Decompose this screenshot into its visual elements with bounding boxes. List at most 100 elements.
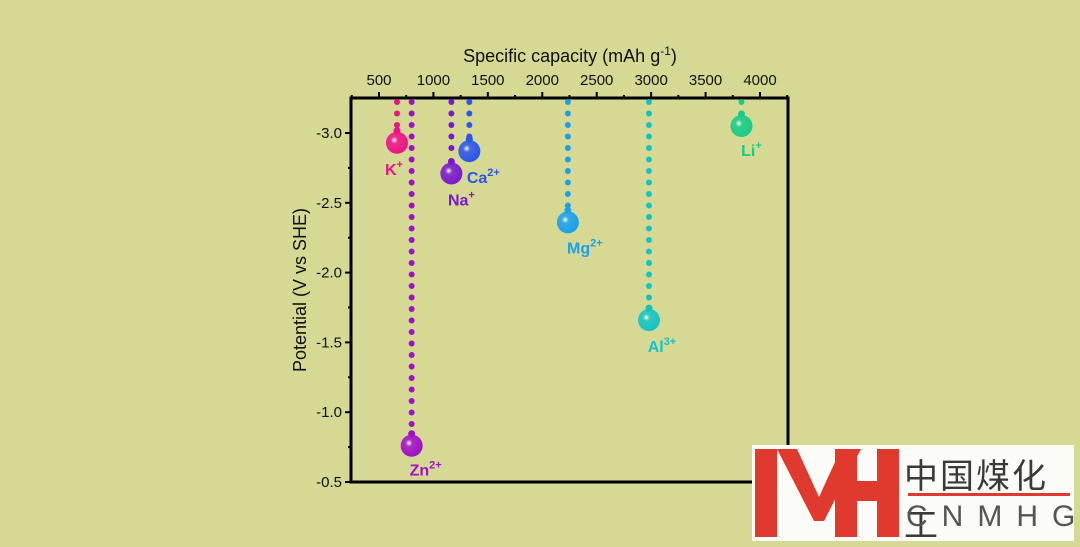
drop-line-dot	[645, 283, 652, 289]
drop-line-dot	[408, 340, 415, 347]
ion-label: Al3+	[648, 336, 677, 356]
drop-line-dot	[408, 145, 415, 151]
drop-line-dot	[408, 306, 415, 312]
x-tick-label: 2500	[580, 72, 613, 89]
drop-line-dot	[645, 237, 652, 243]
drop-line-dot	[408, 156, 415, 163]
drop-line-dot	[466, 99, 473, 105]
drop-line-dot	[393, 122, 400, 128]
logo-mark	[755, 449, 899, 537]
drop-line-dot	[448, 110, 455, 117]
x-tick-label: 2000	[526, 72, 559, 89]
drop-line-dot	[448, 122, 455, 128]
drop-line-dot	[645, 110, 652, 117]
logo-name-cn: 中国煤化工	[904, 457, 1048, 546]
ion-point-zn: Zn2+	[400, 99, 442, 480]
data-series: K+ Zn2+ Na+Ca2+ Mg2+ Al3+ Li+	[385, 99, 762, 480]
drop-line-dot	[645, 122, 652, 128]
drop-line-dot	[408, 409, 415, 416]
drop-line-dot	[645, 191, 652, 197]
drop-line-dot	[448, 133, 455, 140]
drop-line-dot	[408, 329, 415, 335]
logo: 中国煤化工 CNMHG	[752, 445, 1075, 546]
ion-point-mg: Mg2+	[556, 99, 603, 257]
drop-line-dot	[408, 110, 415, 117]
drop-line-dot	[408, 248, 415, 255]
drop-line-dot	[645, 248, 652, 255]
drop-line-dot	[564, 156, 571, 163]
ion-label: Ca2+	[467, 167, 500, 187]
ion-label: K+	[385, 159, 403, 179]
ion-marker	[637, 309, 660, 332]
y-axis: -3.0 -2.5 -2.0 -1.5 -1.0 -0.5	[316, 125, 351, 491]
x-axis: 500 1000 1500 2000 2500 3000 3500 4000	[350, 72, 789, 98]
drop-line-dot	[408, 317, 415, 324]
x-tick-label: 3500	[689, 72, 722, 89]
logo-divider	[908, 493, 1070, 496]
ion-marker	[730, 115, 753, 138]
ion-marker	[458, 140, 481, 163]
ion-point-al: Al3+	[637, 99, 677, 356]
plot-border	[349, 96, 790, 484]
drop-line-dot	[408, 375, 415, 381]
drop-line-dot	[448, 99, 455, 105]
ion-point-ca: Ca2+	[458, 99, 500, 187]
drop-line-dot	[408, 294, 415, 301]
drop-line-dot	[645, 179, 652, 186]
ion-label: Zn2+	[410, 460, 442, 480]
drop-line-dot	[564, 179, 571, 186]
drop-line-dot	[408, 421, 415, 427]
drop-line-dot	[408, 133, 415, 140]
drop-line-dot	[564, 99, 571, 105]
drop-line-dot	[645, 133, 652, 140]
drop-line-dot	[408, 202, 415, 209]
ion-marker	[385, 131, 408, 154]
y-tick-label: -0.5	[316, 474, 342, 491]
ion-marker	[400, 434, 423, 457]
drop-line-dot	[408, 225, 415, 232]
drop-line-dot	[408, 271, 415, 278]
drop-line-dot	[564, 110, 571, 117]
y-tick-label: -1.0	[316, 404, 342, 421]
y-tick-label: -3.0	[316, 125, 342, 142]
ion-label: Li+	[741, 140, 762, 160]
ion-point-na: Na+	[440, 99, 475, 209]
drop-line-dot	[408, 99, 415, 105]
x-tick-label: 4000	[743, 72, 776, 89]
drop-line-dot	[564, 145, 571, 151]
drop-line-dot	[408, 260, 415, 266]
drop-line-dot	[645, 260, 652, 266]
drop-line-dot	[408, 398, 415, 404]
drop-line-dot	[645, 202, 652, 209]
x-tick-label: 3000	[634, 72, 667, 89]
drop-line-dot	[564, 122, 571, 128]
y-axis-title: Potential (V vs SHE)	[290, 208, 310, 372]
drop-line-dot	[466, 122, 473, 128]
drop-line-dot	[645, 168, 652, 174]
ion-marker	[556, 211, 579, 234]
drop-line-dot	[645, 225, 652, 232]
drop-line-dot	[564, 191, 571, 197]
drop-line-dot	[645, 271, 652, 278]
ion-label: Mg2+	[567, 237, 603, 257]
drop-line-dot	[645, 294, 652, 301]
drop-line-dot	[408, 214, 415, 220]
x-axis-title: Specific capacity (mAh g-1)	[463, 44, 677, 66]
logo-name-en: CNMHG	[906, 500, 1080, 533]
drop-line-dot	[408, 191, 415, 197]
drop-line-dot	[738, 99, 745, 105]
y-tick-label: -1.5	[316, 334, 342, 351]
drop-line-dot	[466, 110, 473, 117]
ion-point-li: Li+	[730, 99, 762, 160]
plot-frame	[349, 96, 790, 484]
drop-line-dot	[393, 99, 400, 105]
drop-line-dot	[408, 363, 415, 370]
drop-line-dot	[564, 168, 571, 174]
ion-label: Na+	[448, 189, 475, 209]
drop-line-dot	[448, 145, 455, 151]
x-tick-label: 1500	[471, 72, 504, 89]
ion-point-k: K+	[385, 99, 408, 179]
x-tick-label: 1000	[417, 72, 450, 89]
drop-line-dot	[408, 168, 415, 174]
drop-line-dot	[393, 110, 400, 117]
